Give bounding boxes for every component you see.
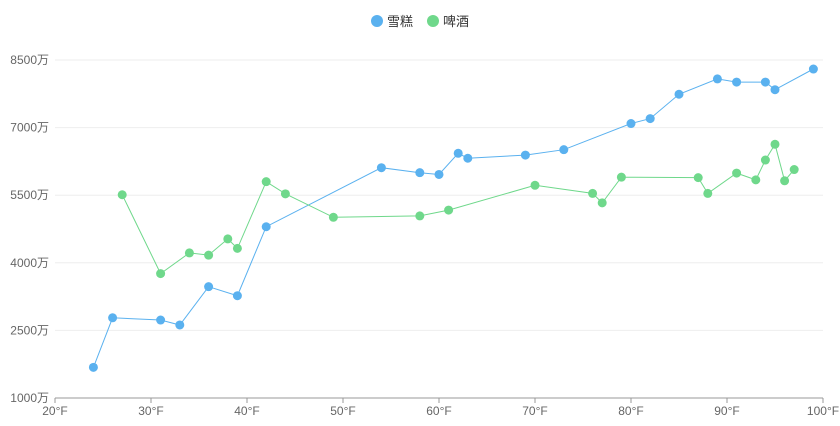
data-point [712,74,722,84]
legend-marker [427,15,439,27]
data-point [232,291,242,301]
data-point [559,145,569,155]
chart-legend: 雪糕 啤酒 [371,14,469,29]
data-point [223,234,233,244]
data-point [760,77,770,87]
data-point [588,188,598,198]
legend-item[interactable]: 啤酒 [427,14,469,29]
data-point [261,222,271,232]
y-tick-label: 4000万 [10,256,49,270]
data-point [732,168,742,178]
data-point [626,119,636,129]
y-tick-label: 1000万 [10,391,49,405]
data-point [108,313,118,323]
legend-label: 雪糕 [387,14,413,29]
data-point [376,163,386,173]
data-point [156,315,166,325]
data-point [204,282,214,292]
data-point [751,175,761,185]
legend-marker [371,15,383,27]
series-0 [88,64,818,372]
data-point [117,190,127,200]
x-tick-label: 70°F [522,404,547,418]
y-tick-label: 5500万 [10,188,49,202]
x-tick-label: 90°F [714,404,739,418]
series-line [92,68,814,368]
data-point [808,64,818,74]
data-point [444,205,454,215]
data-point [184,248,194,258]
data-point [732,77,742,87]
data-point [674,89,684,99]
x-tick-label: 40°F [234,404,259,418]
data-point [693,173,703,183]
data-point [415,211,425,221]
data-point [280,189,290,199]
data-point [328,212,338,222]
x-tick-label: 60°F [426,404,451,418]
x-tick-label: 50°F [330,404,355,418]
y-tick-label: 7000万 [10,121,49,135]
data-point [175,320,185,330]
data-point [597,198,607,208]
data-point [530,180,540,190]
series-line [121,143,795,275]
grid-lines [55,59,823,331]
x-tick-label: 80°F [618,404,643,418]
series-1 [117,139,799,279]
data-point [463,153,473,163]
data-point [415,168,425,178]
data-point [434,169,444,179]
data-point [261,177,271,187]
data-point [616,172,626,182]
data-point [232,243,242,253]
axes: 1000万 2500万 4000万 5500万 7000万 8500万 20°F 30°F 40… [10,53,839,418]
legend-item[interactable]: 雪糕 [371,14,413,29]
data-point [703,188,713,198]
x-tick-label: 20°F [42,404,67,418]
y-tick-label: 2500万 [10,323,49,337]
data-point [156,269,166,279]
data-point [789,165,799,175]
data-point [760,155,770,165]
x-tick-label: 100°F [807,404,839,418]
data-point [780,176,790,186]
data-point [204,250,214,260]
legend-label: 啤酒 [443,14,469,29]
data-point [770,139,780,149]
data-point [770,85,780,95]
data-point [520,150,530,160]
data-point [453,148,463,158]
series-layer [88,64,818,372]
x-tick-label: 30°F [138,404,163,418]
data-point [645,114,655,124]
y-tick-label: 8500万 [10,53,49,67]
data-point [88,362,98,372]
